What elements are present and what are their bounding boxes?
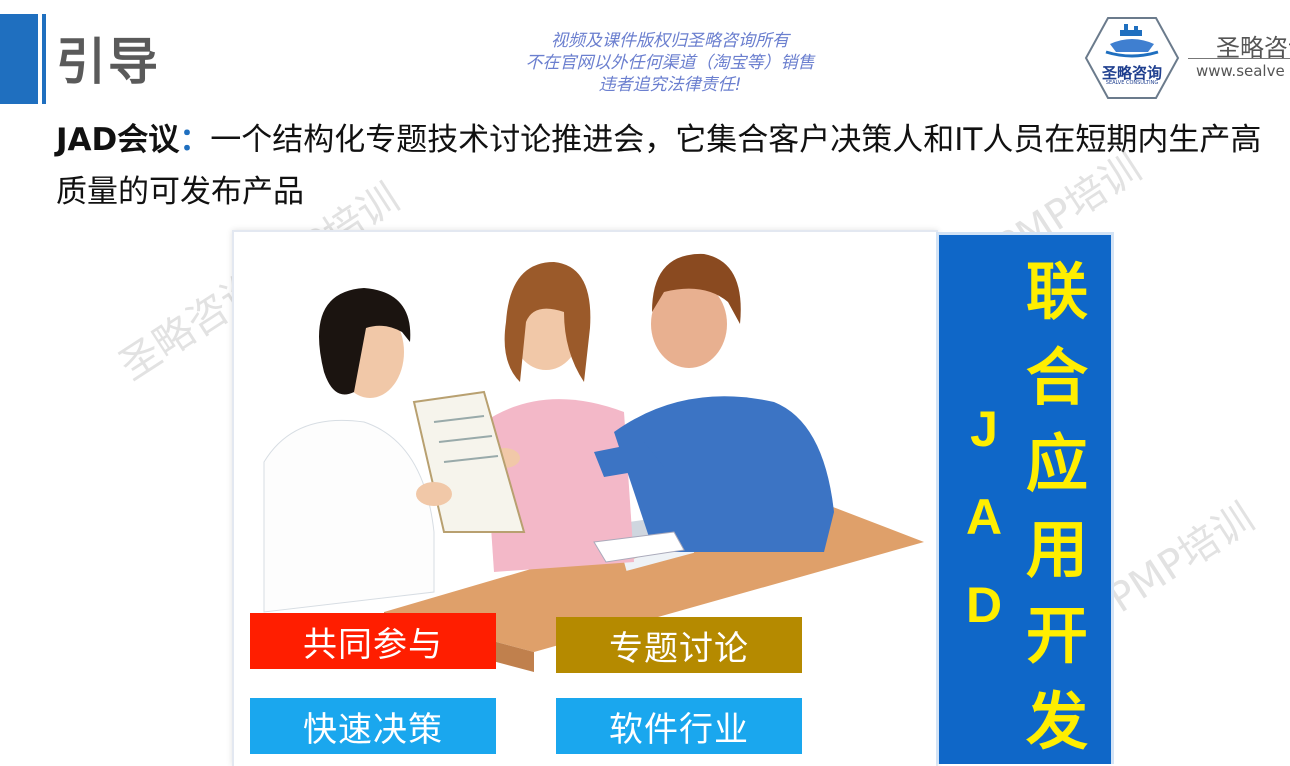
tag-quick-decision: 快速决策 xyxy=(250,698,496,754)
tag-topic-discussion: 专题讨论 xyxy=(556,617,802,673)
notice-line: 不在官网以外任何渠道（淘宝等）销售 xyxy=(525,53,815,73)
jad-char: 开 xyxy=(1025,599,1088,672)
jad-char: 联 xyxy=(1025,255,1088,328)
tag-software-industry: 软件行业 xyxy=(556,698,802,754)
jad-letter: A xyxy=(965,489,1003,545)
jad-definition: JAD会议：一个结构化专题技术讨论推进会，它集合客户决策人和IT人员在短期内生产… xyxy=(56,114,1276,218)
jad-chinese-title: 联 合 应 用 开 发 xyxy=(1017,249,1097,765)
definition-term: JAD会议 xyxy=(56,122,180,158)
jad-char: 发 xyxy=(1025,685,1088,758)
watermark: PMP培训 xyxy=(1100,494,1263,622)
definition-colon: ： xyxy=(179,122,211,158)
company-logo: 圣略咨询 SEALVE CONSULTING xyxy=(1084,16,1180,100)
jad-letter: J xyxy=(970,401,998,457)
logo-subtext: SEALVE CONSULTING xyxy=(1105,80,1159,86)
meeting-people-illustration xyxy=(263,253,924,672)
jad-char: 应 xyxy=(1025,427,1088,500)
accent-line xyxy=(42,14,46,104)
copyright-notice: 视频及课件版权归圣略咨询所有 不在官网以外任何渠道（淘宝等）销售 违者追究法律责… xyxy=(470,30,870,96)
jad-letters: J A D xyxy=(961,385,1007,649)
tag-joint-participation: 共同参与 xyxy=(250,613,496,669)
jad-char: 合 xyxy=(1025,341,1088,414)
jad-letter: D xyxy=(965,577,1003,633)
brand-url: www.sealve xyxy=(1196,62,1285,80)
slide-title: 引导 xyxy=(56,33,160,91)
notice-line: 违者追究法律责任! xyxy=(598,75,742,95)
notice-line: 视频及课件版权归圣略咨询所有 xyxy=(551,31,789,51)
accent-bar xyxy=(0,14,38,104)
logo-text: 圣略咨询 xyxy=(1101,64,1162,82)
brand-divider xyxy=(1188,58,1290,59)
jad-panel: J A D 联 合 应 用 开 发 xyxy=(936,232,1114,764)
jad-char: 用 xyxy=(1025,513,1088,586)
logo-hexagon-icon xyxy=(1084,17,1180,99)
brand-name: 圣略咨询 xyxy=(1216,34,1290,62)
definition-text: 一个结构化专题技术讨论推进会，它集合客户决策人和IT人员在短期内生产高质量的可发… xyxy=(56,122,1262,210)
meeting-illustration: 共同参与 专题讨论 快速决策 软件行业 xyxy=(232,230,938,766)
